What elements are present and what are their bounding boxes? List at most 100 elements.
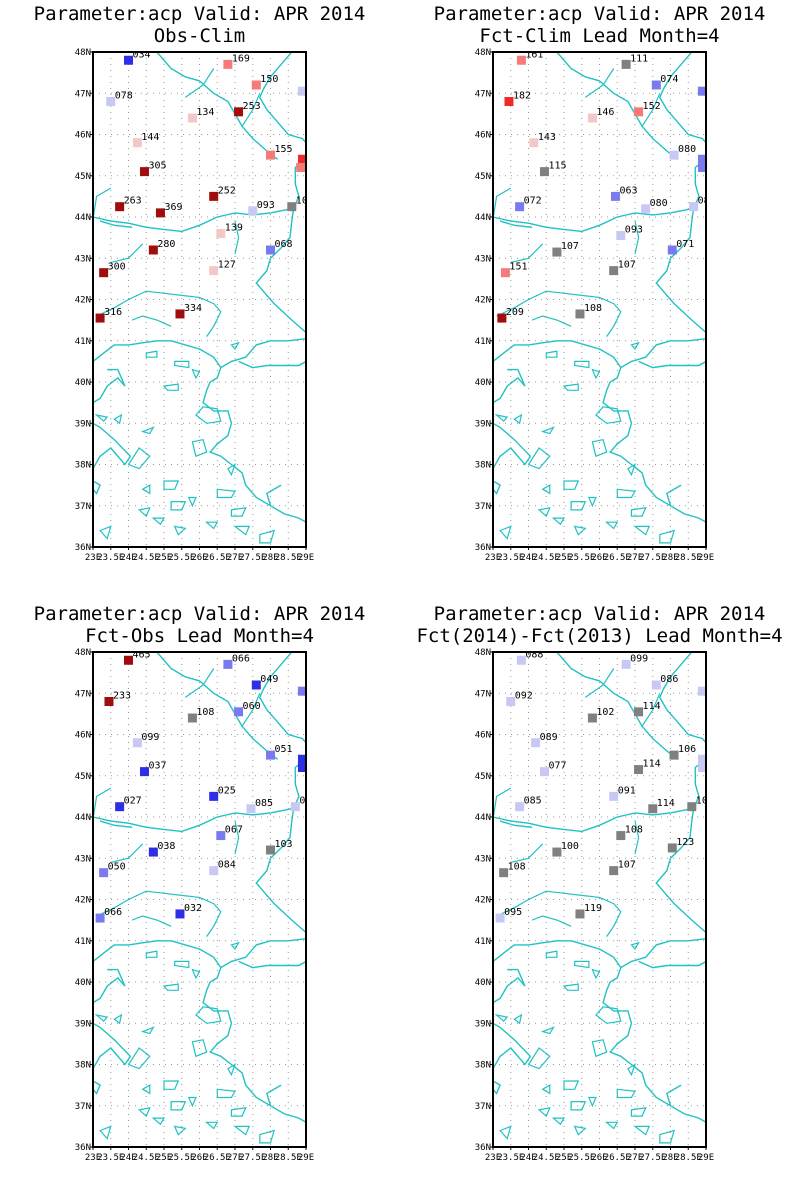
lat-tick-label: 38N [75, 461, 91, 471]
island-outline [562, 983, 579, 991]
border-line [241, 693, 261, 727]
border-line [131, 315, 172, 327]
border-line [234, 820, 240, 855]
lat-tick-label: 36N [75, 1143, 91, 1153]
island-outline [537, 1106, 551, 1118]
coastline [556, 52, 572, 69]
station-value-label: 092 [515, 691, 533, 702]
island-outline [137, 506, 151, 518]
station-marker [667, 843, 677, 853]
island-outline [527, 1047, 551, 1070]
island-outline [595, 406, 622, 424]
panel-title-line-2: Fct-Clim Lead Month=4 [479, 25, 719, 47]
island-outline [191, 439, 208, 458]
station-value-label: 088 [525, 649, 543, 660]
island-outline [574, 960, 590, 969]
island-outline [187, 1096, 197, 1108]
island-outline [259, 1129, 275, 1144]
coastline [638, 960, 706, 969]
station-marker [515, 802, 525, 812]
island-outline [573, 525, 587, 536]
station-value-label: 155 [275, 144, 293, 155]
station-value-label: 099 [141, 732, 159, 743]
station-value-label: 085 [255, 798, 273, 809]
station-value-label: 108 [196, 707, 214, 718]
station-marker [251, 80, 261, 90]
border-line [496, 290, 622, 337]
lat-tick-label: 39N [75, 419, 91, 429]
station-marker [209, 191, 219, 201]
lon-tick-label: 24E [520, 1153, 536, 1163]
coastline [170, 67, 279, 160]
station-marker [669, 150, 679, 160]
station-value-label: 085 [706, 148, 724, 159]
station-value-label: 465 [133, 649, 151, 660]
coastline [666, 484, 682, 506]
station-value-label: 182 [513, 91, 531, 102]
station-marker [234, 707, 244, 717]
island-outline [163, 480, 180, 490]
island-outline [113, 1013, 123, 1025]
station-marker [266, 150, 275, 160]
lat-tick-label: 46N [475, 731, 491, 741]
island-outline [205, 521, 219, 530]
lon-tick-label: 24E [120, 553, 136, 563]
island-outline [162, 983, 179, 991]
station-marker [697, 163, 706, 172]
lat-tick-label: 37N [75, 1102, 91, 1112]
island-outline [545, 950, 558, 958]
station-marker [497, 313, 507, 323]
station-marker [495, 913, 505, 923]
station-marker [609, 866, 619, 876]
station-marker [516, 655, 526, 665]
island-outline [195, 406, 222, 424]
lat-tick-label: 42N [475, 896, 491, 906]
lon-tick-label: 24.5E [133, 1153, 160, 1163]
lon-tick-label: 26E [591, 1153, 607, 1163]
lat-tick-label: 36N [75, 543, 91, 553]
lon-tick-label: 24.5E [533, 553, 560, 563]
station-marker [552, 247, 562, 257]
island-outline [141, 1084, 151, 1095]
station-marker [155, 208, 165, 218]
lat-tick-label: 40N [475, 378, 491, 388]
station-marker [539, 767, 549, 777]
station-marker [266, 750, 275, 760]
station-value-label: 089 [540, 732, 558, 743]
lat-tick-label: 39N [475, 419, 491, 429]
island-outline [204, 1121, 219, 1130]
panel-title-line-1: Parameter:acp Valid: APR 2014 [434, 3, 766, 25]
station-value-label: 169 [232, 53, 250, 64]
station-value-label: 037 [148, 761, 166, 772]
station-marker [223, 59, 233, 69]
station-value-label: 143 [538, 132, 556, 143]
station-marker [552, 847, 562, 857]
lat-tick-label: 48N [475, 48, 491, 58]
island-outline [540, 426, 555, 435]
coastline [93, 422, 132, 469]
station-value-label: 074 [306, 680, 324, 691]
border-line [493, 187, 512, 220]
lon-tick-label: 23.5E [97, 553, 124, 563]
lat-tick-label: 45N [475, 172, 491, 182]
lat-tick-label: 45N [475, 772, 491, 782]
island-outline [127, 447, 151, 470]
station-value-label: 034 [306, 748, 324, 759]
coastline [499, 820, 533, 828]
station-marker [290, 802, 300, 812]
lat-tick-label: 43N [475, 854, 491, 864]
station-value-label: 103 [296, 196, 314, 207]
station-value-label: 040 [306, 757, 324, 768]
coastline [659, 52, 706, 144]
station-value-label: 114 [643, 701, 661, 712]
station-value-label: 108 [625, 825, 643, 836]
station-marker [621, 59, 631, 69]
station-marker [610, 191, 620, 201]
coastline [93, 808, 292, 833]
island-outline [140, 1026, 155, 1035]
lat-tick-label: 44N [75, 213, 91, 223]
station-value-label: 209 [506, 307, 524, 318]
lon-tick-label: 23.5E [97, 1153, 124, 1163]
